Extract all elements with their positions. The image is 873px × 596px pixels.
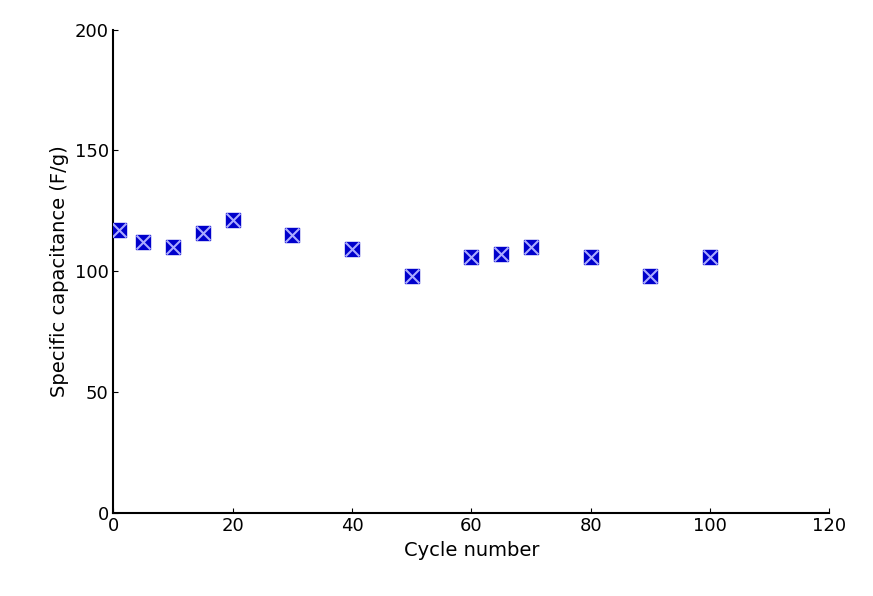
Point [584, 252, 598, 262]
Point [345, 245, 359, 254]
Point [196, 228, 210, 237]
Point [524, 243, 538, 252]
Point [703, 252, 717, 262]
Point [166, 243, 180, 252]
Point [494, 250, 508, 259]
Point [405, 271, 419, 281]
Point [136, 237, 150, 247]
Point [464, 252, 478, 262]
Y-axis label: Specific capacitance (F/g): Specific capacitance (F/g) [50, 145, 69, 397]
Point [226, 216, 240, 225]
Point [166, 243, 180, 252]
Point [405, 271, 419, 281]
Point [285, 230, 299, 240]
Point [113, 225, 127, 235]
Point [285, 230, 299, 240]
X-axis label: Cycle number: Cycle number [403, 541, 540, 560]
Point [464, 252, 478, 262]
Point [345, 245, 359, 254]
Point [113, 225, 127, 235]
Point [643, 271, 657, 281]
Point [136, 237, 150, 247]
Point [494, 250, 508, 259]
Point [524, 243, 538, 252]
Point [584, 252, 598, 262]
Point [643, 271, 657, 281]
Point [196, 228, 210, 237]
Point [703, 252, 717, 262]
Point [226, 216, 240, 225]
